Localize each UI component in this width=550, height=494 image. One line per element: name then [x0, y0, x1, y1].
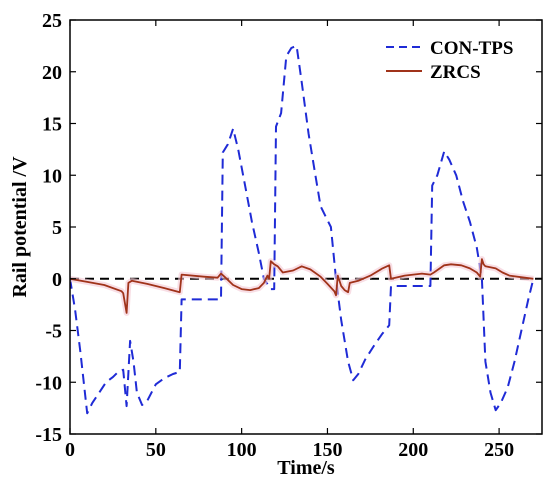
axis-ticks: 0 50 100 150 200 250 -15 -10 -5 0 5 10 15 20 25 — [35, 10, 542, 461]
y-tick-label: 10 — [42, 165, 62, 187]
y-tick-label: 0 — [52, 269, 62, 291]
x-tick-label: 200 — [398, 439, 428, 461]
y-tick-label: -15 — [35, 424, 62, 446]
y-tick-label: 25 — [42, 10, 62, 32]
y-tick-label: 20 — [42, 62, 62, 84]
y-axis-label: Rail potential /V — [9, 156, 31, 298]
legend: CON-TPS ZRCS — [386, 38, 513, 83]
legend-label-zrcs: ZRCS — [430, 62, 481, 83]
x-tick-label: 150 — [312, 439, 342, 461]
series-line-con-tps — [70, 44, 535, 415]
y-tick-label: 15 — [42, 114, 62, 136]
series-layer — [70, 44, 542, 415]
x-tick-label: 0 — [65, 439, 75, 461]
series-line-zrcs — [70, 258, 534, 314]
plot-area-background — [70, 20, 542, 434]
y-tick-label: -10 — [35, 372, 62, 394]
y-tick-label: 5 — [52, 217, 62, 239]
legend-label-con-tps: CON-TPS — [430, 38, 513, 59]
x-tick-label: 250 — [484, 439, 514, 461]
x-tick-label: 100 — [227, 439, 257, 461]
x-tick-label: 50 — [146, 439, 166, 461]
x-axis-label: Time/s — [277, 457, 335, 479]
y-tick-label: -5 — [45, 321, 62, 343]
